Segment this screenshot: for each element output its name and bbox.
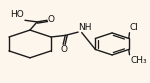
Text: O: O: [48, 15, 55, 24]
Text: O: O: [60, 45, 67, 54]
Text: HO: HO: [11, 10, 24, 20]
Text: CH₃: CH₃: [130, 56, 147, 65]
Text: Cl: Cl: [130, 23, 139, 32]
Text: NH: NH: [78, 23, 92, 32]
